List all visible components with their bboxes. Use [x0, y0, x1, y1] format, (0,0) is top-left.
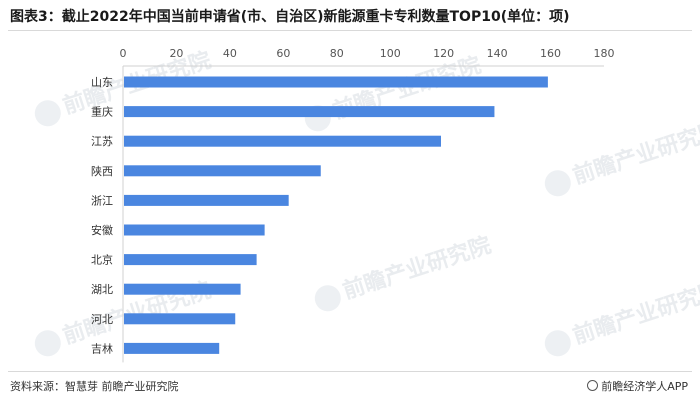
category-label: 河北	[91, 313, 113, 326]
source-note: 资料来源：智慧芽 前瞻产业研究院	[10, 380, 179, 393]
title-divider	[8, 30, 692, 31]
category-label: 山东	[91, 76, 113, 89]
x-tick-label: 40	[223, 47, 237, 60]
x-tick-label: 100	[380, 47, 401, 60]
category-label: 吉林	[91, 341, 113, 355]
brand-label: 前瞻经济学人APP	[587, 378, 688, 394]
category-label: 重庆	[91, 105, 113, 119]
category-label: 安徽	[91, 223, 113, 237]
x-tick-label: 0	[120, 47, 127, 60]
category-label: 浙江	[91, 194, 113, 207]
bar	[124, 313, 236, 325]
category-label: 陕西	[91, 164, 113, 178]
brand-text: 前瞻经济学人APP	[601, 380, 688, 393]
category-label: 北京	[91, 253, 113, 267]
bar	[124, 254, 257, 266]
x-tick-label: 140	[487, 47, 508, 60]
bar	[124, 106, 495, 118]
bar	[124, 76, 548, 88]
chart-title: 图表3：截止2022年中国当前申请省(市、自治区)新能源重卡专利数量TOP10(…	[10, 9, 570, 25]
x-tick-label: 160	[540, 47, 561, 60]
x-tick-label: 180	[594, 47, 615, 60]
bar	[124, 194, 289, 206]
bar	[124, 224, 265, 236]
category-label: 湖北	[91, 283, 113, 296]
x-tick-label: 80	[330, 47, 344, 60]
bar	[124, 283, 241, 295]
category-label: 江苏	[91, 135, 113, 148]
x-tick-label: 60	[276, 47, 290, 60]
bar	[124, 342, 220, 354]
brand-logo-icon	[587, 380, 599, 391]
bar	[124, 165, 321, 177]
bar	[124, 135, 441, 147]
footer-divider	[8, 371, 692, 372]
x-tick-label: 20	[169, 47, 183, 60]
x-tick-label: 120	[433, 47, 454, 60]
